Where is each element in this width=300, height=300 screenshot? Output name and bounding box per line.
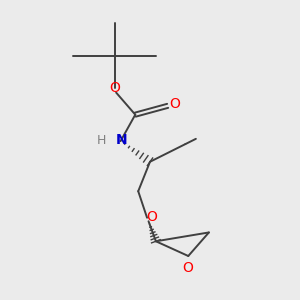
Text: H: H (97, 134, 106, 147)
Text: O: O (169, 98, 181, 111)
Text: O: O (109, 81, 120, 95)
Text: N: N (116, 133, 128, 147)
Text: O: O (182, 261, 193, 275)
Text: O: O (146, 210, 157, 224)
